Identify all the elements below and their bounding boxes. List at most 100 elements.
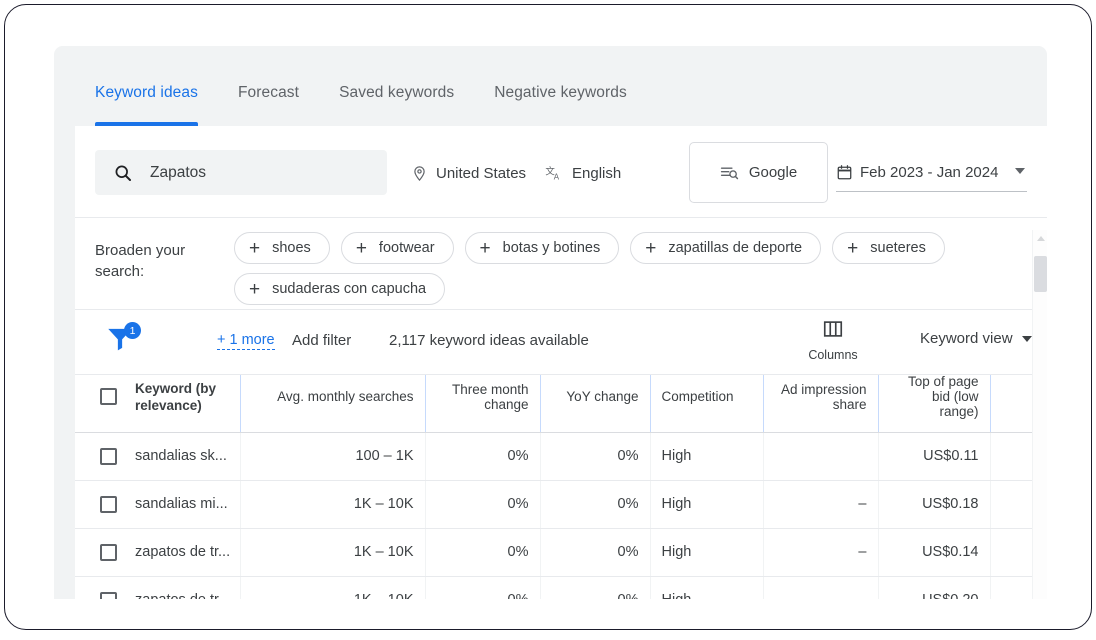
broaden-chip-label: zapatillas de deporte [668,240,803,256]
broaden-chip[interactable]: + zapatillas de deporte [630,232,822,264]
cell-top-of-page-bid-low: US$0.18 [877,480,990,529]
search-value: Zapatos [150,163,207,181]
broaden-chip[interactable]: + footwear [340,232,454,264]
plus-icon: + [355,237,367,259]
tab-list: Keyword ideas Forecast Saved keywords Negat… [95,74,667,126]
table-header: Keyword (by relevance) Avg. monthly searc… [75,375,1047,433]
keyword-text: sandalias sk... [135,448,227,464]
columns-button[interactable]: Columns [790,318,876,362]
plus-icon: + [479,237,491,259]
keyword-table-container[interactable]: Keyword (by relevance) Avg. monthly searc… [75,375,1047,599]
vertical-scrollbar[interactable] [1032,230,1047,599]
plus-icon: + [645,237,657,259]
cell-ad-impression-share: – [762,528,878,577]
keyword-table: Keyword (by relevance) Avg. monthly searc… [75,375,1047,599]
column-header[interactable]: Ad impression share [762,375,878,433]
filter-count-badge: 1 [124,322,141,339]
chevron-down-icon [1015,168,1025,174]
cell-competition: High [649,432,763,481]
cell-competition: High [649,576,763,599]
svg-text:A: A [554,172,560,181]
translate-icon: 文 A [545,164,564,183]
search-icon [113,163,133,183]
broaden-chip[interactable]: + shoes [234,232,330,264]
broaden-search-row: Broaden your search: + shoes + footwear + bot… [75,218,1047,310]
table-row[interactable]: sandalias sk... 100 – 1K 0% 0% High US$0.11 [75,432,1047,481]
cell-yoy-change: 0% [539,480,650,529]
date-range-label: Feb 2023 - Jan 2024 [860,164,999,181]
filter-toolbar: 1 + 1 more Add filter 2,117 keyword idea… [75,310,1047,375]
keyword-ideas-count: 2,117 keyword ideas available [389,332,589,349]
select-all-checkbox[interactable] [100,388,117,406]
cell-keyword: sandalias mi... [75,480,240,529]
more-filters-link[interactable]: + 1 more [217,332,275,350]
cell-competition: High [649,480,763,529]
keyword-text: zapatos de tr... [135,592,229,599]
broaden-chip-label: botas y botines [502,240,601,256]
keyword-view-selector[interactable]: Keyword view [920,330,1032,347]
add-filter-button[interactable]: Add filter [292,332,352,349]
cell-competition: High [649,528,763,577]
tab-keyword-ideas[interactable]: Keyword ideas [95,74,198,126]
chevron-down-icon [1021,335,1032,342]
column-header[interactable]: Avg. monthly searches [239,375,425,433]
scrollbar-thumb[interactable] [1034,256,1047,292]
broaden-chip-label: shoes [272,240,311,256]
search-input[interactable]: Zapatos [95,150,387,195]
column-header[interactable]: Three month change [424,375,540,433]
date-range-selector[interactable]: Feb 2023 - Jan 2024 [836,154,1027,192]
keyword-view-label: Keyword view [920,330,1013,347]
cell-avg-monthly-searches: 1K – 10K [239,480,425,529]
keyword-text: sandalias mi... [135,496,228,512]
broaden-chip-label: footwear [378,240,435,256]
cell-ad-impression-share [762,432,878,481]
content-panel: Zapatos United States 文 [75,126,1047,599]
scroll-up-arrow-icon[interactable] [1037,236,1045,241]
language-label: English [572,164,622,182]
search-row: Zapatos United States 文 [75,126,1047,218]
search-network-icon [720,163,739,182]
cell-keyword: sandalias sk... [75,432,240,481]
broaden-chip[interactable]: + sueteres [832,232,945,264]
plus-icon: + [249,237,261,259]
broaden-label: Broaden your search: [95,242,186,280]
columns-icon [822,321,844,344]
cell-ad-impression-share: – [762,576,878,599]
cell-avg-monthly-searches: 1K – 10K [239,528,425,577]
table-header-row: Keyword (by relevance) Avg. monthly searc… [75,375,1047,433]
cell-top-of-page-bid-low: US$0.14 [877,528,990,577]
broaden-chip[interactable]: + botas y botines [464,232,620,264]
row-checkbox[interactable] [100,495,117,513]
table-row[interactable]: sandalias mi... 1K – 10K 0% 0% High – US$0.18 [75,480,1047,529]
filter-funnel-icon[interactable]: 1 [104,322,146,362]
tab-forecast[interactable]: Forecast [237,84,300,101]
tab-saved-keywords[interactable]: Saved keywords [339,84,455,101]
tab-negative-keywords[interactable]: Negative keywords [494,84,627,101]
cell-three-month-change: 0% [424,432,540,481]
columns-label: Columns [808,348,858,362]
cell-yoy-change: 0% [539,576,650,599]
cell-three-month-change: 0% [424,480,540,529]
search-network-label: Google [748,164,798,181]
cell-keyword: zapatos de tr... [75,576,240,599]
broaden-chip-list: + shoes + footwear + botas y botines + zapatill… [234,232,1034,305]
cell-three-month-change: 0% [424,576,540,599]
column-header[interactable]: Competition [649,375,763,433]
row-checkbox[interactable] [100,447,117,465]
language-selector[interactable]: 文 A English [545,158,621,188]
column-header[interactable]: Top of page bid (low range) [877,375,990,433]
row-checkbox[interactable] [100,591,117,599]
country-selector[interactable]: United States [411,158,526,188]
column-header-keyword[interactable]: Keyword (by relevance) [75,375,240,433]
cell-keyword: zapatos de tr... [75,528,240,577]
table-row[interactable]: zapatos de tr... 1K – 10K 0% 0% High – US$0.14 [75,528,1047,577]
search-network-button[interactable]: Google [689,142,828,203]
column-header[interactable]: YoY change [539,375,650,433]
country-label: United States [436,164,527,182]
plus-icon: + [249,278,261,300]
broaden-chip-label: sueteres [870,240,926,256]
cell-top-of-page-bid-low: US$0.20 [877,576,990,599]
row-checkbox[interactable] [100,543,117,561]
broaden-chip[interactable]: + sudaderas con capucha [234,273,446,305]
